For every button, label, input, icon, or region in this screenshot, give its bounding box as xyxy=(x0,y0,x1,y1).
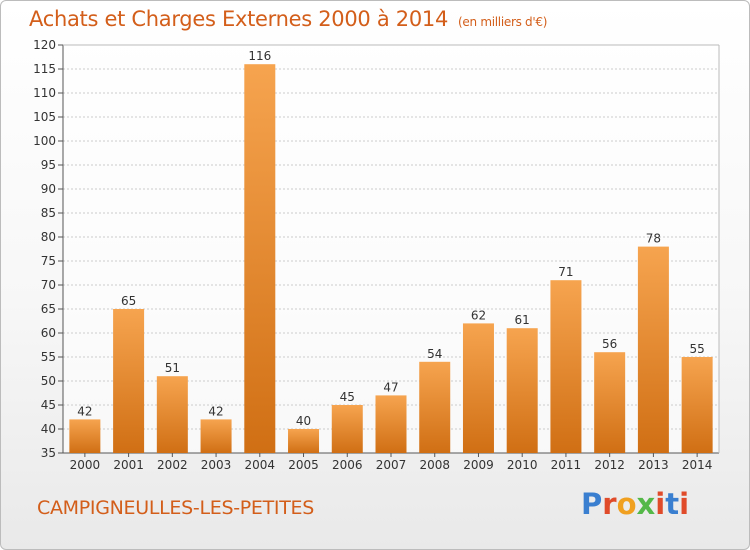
x-tick-label: 2001 xyxy=(113,458,144,472)
x-tick-label: 2009 xyxy=(463,458,494,472)
x-tick-label: 2013 xyxy=(638,458,669,472)
x-tick-label: 2012 xyxy=(594,458,625,472)
logo-letter: i xyxy=(655,487,666,521)
y-tick-label: 40 xyxy=(41,422,56,436)
y-tick-label: 70 xyxy=(41,278,56,292)
logo-letter: P xyxy=(581,487,603,521)
x-tick-label: 2004 xyxy=(245,458,276,472)
bar xyxy=(244,64,276,453)
bar-value-label: 61 xyxy=(515,313,530,327)
y-tick-label: 60 xyxy=(41,326,56,340)
x-tick-label: 2011 xyxy=(551,458,582,472)
logo-letter: o xyxy=(616,487,637,521)
bar-value-label: 78 xyxy=(646,232,661,246)
x-tick-label: 2008 xyxy=(419,458,450,472)
bar xyxy=(594,352,626,453)
logo-letter: t xyxy=(665,487,680,521)
bar-value-label: 40 xyxy=(296,414,311,428)
bar xyxy=(331,405,363,453)
x-tick-label: 2002 xyxy=(157,458,188,472)
logo-letter: i xyxy=(679,487,690,521)
bar-value-label: 62 xyxy=(471,308,486,322)
bar xyxy=(69,419,101,453)
bar-value-label: 54 xyxy=(427,347,442,361)
x-tick-label: 2007 xyxy=(376,458,407,472)
chart-title-text: Achats et Charges Externes 2000 à 2014 xyxy=(29,7,449,31)
y-tick-label: 100 xyxy=(33,134,56,148)
y-tick-label: 45 xyxy=(41,398,56,412)
city-name: CAMPIGNEULLES-LES-PETITES xyxy=(37,497,315,519)
y-tick-label: 75 xyxy=(41,254,56,268)
chart-title: Achats et Charges Externes 2000 à 2014 (e… xyxy=(29,7,547,31)
logo-letter: x xyxy=(636,487,656,521)
bar xyxy=(419,361,451,453)
y-tick-label: 50 xyxy=(41,374,56,388)
y-tick-label: 55 xyxy=(41,350,56,364)
y-tick-label: 80 xyxy=(41,230,56,244)
bar-value-label: 71 xyxy=(558,265,573,279)
x-tick-label: 2010 xyxy=(507,458,538,472)
bar xyxy=(156,376,188,453)
y-tick-label: 85 xyxy=(41,206,56,220)
bar xyxy=(550,280,582,453)
bar xyxy=(200,419,232,453)
y-tick-label: 105 xyxy=(33,110,56,124)
bar-value-label: 55 xyxy=(689,342,704,356)
bar xyxy=(375,395,407,453)
bar xyxy=(637,246,669,453)
y-tick-label: 110 xyxy=(33,86,56,100)
proxiti-logo: Proxiti xyxy=(581,487,689,521)
y-tick-label: 120 xyxy=(33,38,56,52)
x-tick-label: 2003 xyxy=(201,458,232,472)
chart-subtitle: (en milliers d'€) xyxy=(458,15,548,29)
y-tick-label: 35 xyxy=(41,446,56,460)
y-tick-label: 90 xyxy=(41,182,56,196)
x-tick-label: 2000 xyxy=(70,458,101,472)
y-tick-label: 115 xyxy=(33,62,56,76)
bar-value-label: 45 xyxy=(340,390,355,404)
bar-value-label: 47 xyxy=(383,380,398,394)
bar xyxy=(506,328,538,453)
y-tick-label: 65 xyxy=(41,302,56,316)
y-tick-label: 95 xyxy=(41,158,56,172)
x-tick-label: 2006 xyxy=(332,458,363,472)
x-tick-label: 2014 xyxy=(682,458,713,472)
x-tick-label: 2005 xyxy=(288,458,319,472)
bar-value-label: 56 xyxy=(602,337,617,351)
bar xyxy=(288,429,320,453)
bar xyxy=(113,309,145,453)
bar-value-label: 42 xyxy=(77,404,92,418)
logo-letter: r xyxy=(602,487,617,521)
bar-value-label: 116 xyxy=(248,49,271,63)
bar xyxy=(462,323,494,453)
bar-value-label: 65 xyxy=(121,294,136,308)
bar-value-label: 51 xyxy=(165,361,180,375)
bar xyxy=(681,357,713,453)
bar-value-label: 42 xyxy=(208,404,223,418)
